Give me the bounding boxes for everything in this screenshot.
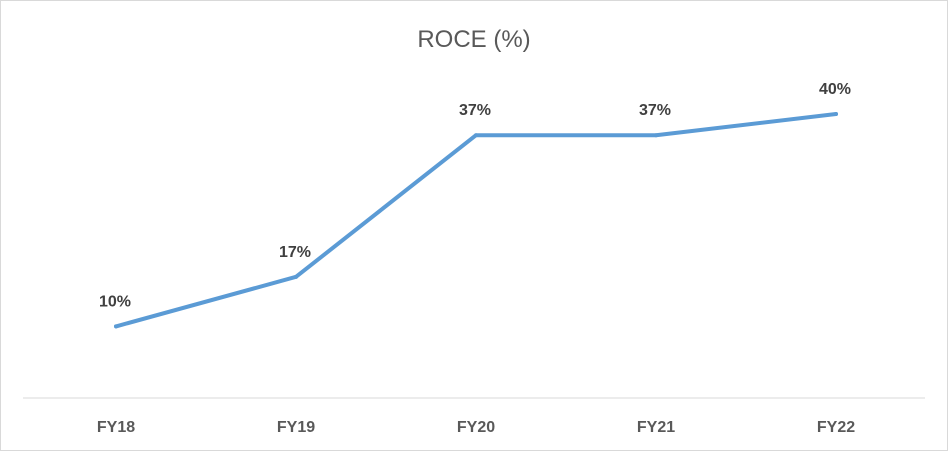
data-point-fy20 xyxy=(474,133,478,138)
data-point-fy18 xyxy=(114,324,118,329)
x-tick-label-fy18: FY18 xyxy=(97,419,135,436)
data-label-fy20: 37% xyxy=(459,102,491,119)
x-tick-layer: FY18 FY19 FY20 FY21 FY22 xyxy=(97,419,855,436)
x-tick-label-fy22: FY22 xyxy=(817,419,855,436)
data-label-layer: 10% 17% 37% 37% 40% xyxy=(99,81,851,310)
x-tick-label-fy19: FY19 xyxy=(277,419,315,436)
x-tick-label-fy20: FY20 xyxy=(457,419,495,436)
series-line-roce xyxy=(114,112,838,329)
data-point-fy19 xyxy=(294,274,298,279)
data-point-fy21 xyxy=(654,133,658,138)
data-label-fy18: 10% xyxy=(99,293,131,310)
data-label-fy22: 40% xyxy=(819,81,851,98)
data-point-fy22 xyxy=(834,112,838,116)
data-label-fy19: 17% xyxy=(279,244,311,261)
series-layer xyxy=(114,112,838,329)
chart-title: ROCE (%) xyxy=(417,26,530,53)
x-tick-label-fy21: FY21 xyxy=(637,419,675,436)
data-label-fy21: 37% xyxy=(639,102,671,119)
